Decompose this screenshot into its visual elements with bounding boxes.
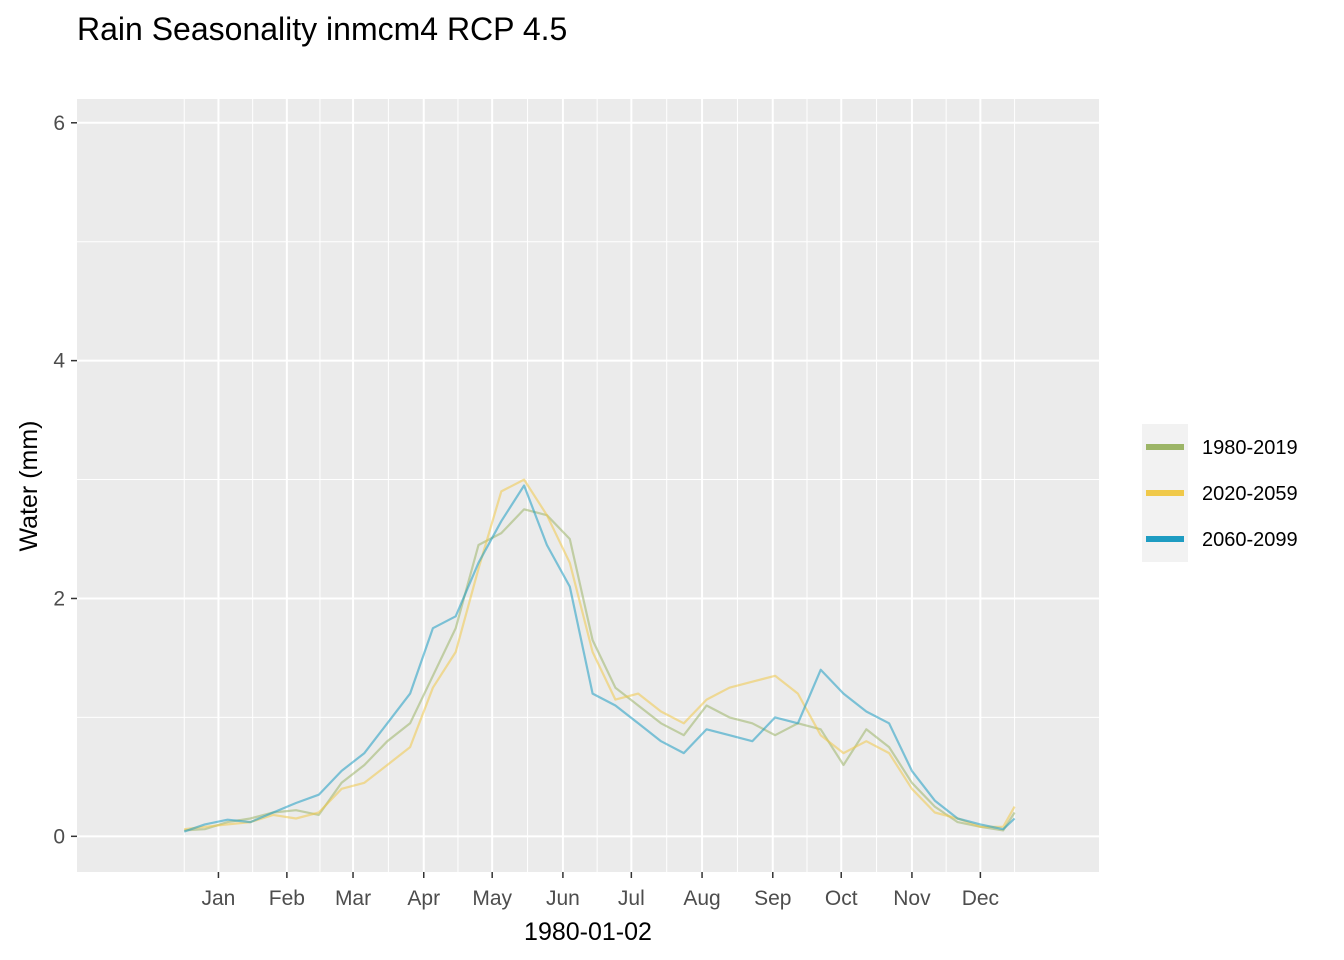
y-tick-label: 0 xyxy=(53,825,65,848)
y-tick-label: 2 xyxy=(53,587,65,610)
x-axis-title: 1980-01-02 xyxy=(524,918,652,946)
series-layer xyxy=(183,478,1016,833)
x-tick-label: Mar xyxy=(335,887,371,910)
y-axis-title: Water (mm) xyxy=(15,421,43,552)
legend-label: 2060-2099 xyxy=(1202,529,1298,551)
y-axis: 0 2 4 6 xyxy=(53,112,77,848)
chart-title: Rain Seasonality inmcm4 RCP 4.5 xyxy=(77,11,568,47)
major-gridlines xyxy=(77,99,1099,872)
y-tick-label: 4 xyxy=(53,350,65,373)
x-tick-label: Jul xyxy=(618,887,645,910)
x-tick-label: Dec xyxy=(962,887,999,910)
series-line-2060-2099 xyxy=(183,484,1016,833)
legend: 1980-2019 2020-2059 2060-2099 xyxy=(1142,424,1298,562)
x-tick-label: Apr xyxy=(407,887,440,910)
x-tick-label: Oct xyxy=(825,887,858,910)
x-axis: Jan Feb Mar Apr May Jun Jul Aug Sep Oct Nov Dec xyxy=(202,872,999,910)
x-tick-label: Jun xyxy=(546,887,580,910)
x-tick-label: Aug xyxy=(683,887,720,910)
x-tick-label: Jan xyxy=(202,887,236,910)
legend-label: 2020-2059 xyxy=(1202,483,1298,505)
plot-panel xyxy=(77,99,1099,872)
minor-gridlines xyxy=(77,99,1099,872)
x-tick-label: Nov xyxy=(893,887,931,910)
x-tick-label: Feb xyxy=(269,887,305,910)
series-line-2020-2059 xyxy=(184,478,1016,831)
legend-label: 1980-2019 xyxy=(1202,437,1298,459)
x-tick-label: Sep xyxy=(754,887,791,910)
x-tick-label: May xyxy=(472,887,512,910)
y-tick-label: 6 xyxy=(53,112,65,135)
